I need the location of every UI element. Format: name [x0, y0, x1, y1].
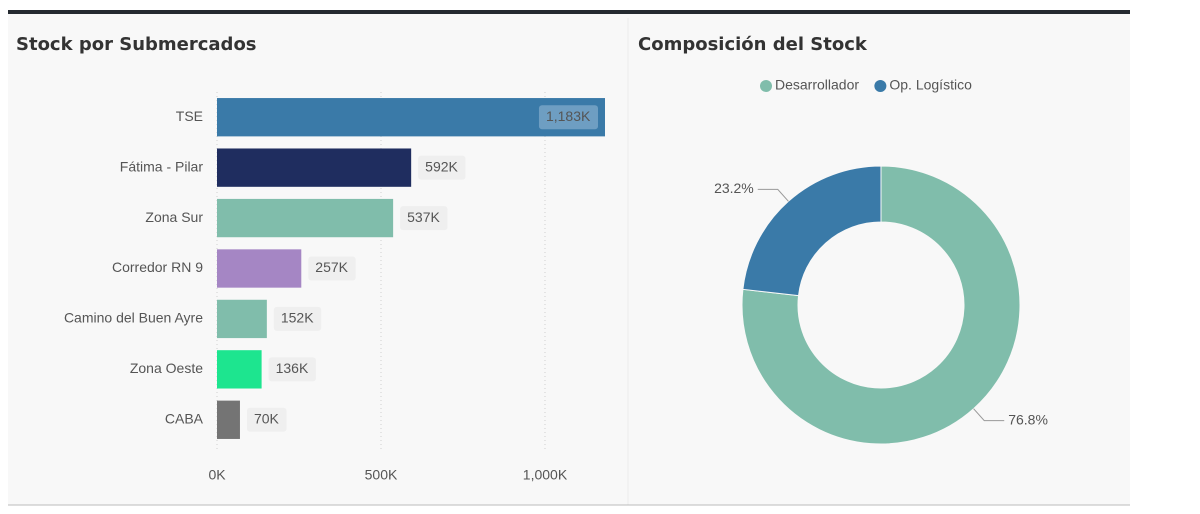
- bar: [217, 299, 267, 339]
- y-tick-label: TSE: [176, 108, 203, 124]
- y-tick-label: Zona Oeste: [130, 360, 203, 376]
- y-tick-label: Fátima - Pilar: [120, 158, 204, 174]
- value-label-box: [418, 155, 466, 180]
- y-tick-label: Corredor RN 9: [112, 259, 203, 275]
- value-label-box: [268, 357, 316, 382]
- donut-slice: [742, 165, 882, 297]
- x-tick-label: 500K: [365, 467, 398, 483]
- value-label-box: [538, 105, 598, 130]
- data-label: 76.8%: [1008, 411, 1048, 427]
- bar: [217, 198, 394, 238]
- legend-marker: [760, 80, 772, 92]
- value-label-box: [246, 407, 287, 432]
- y-tick-label: Zona Sur: [145, 209, 203, 225]
- value-label: 592K: [425, 158, 458, 174]
- donut-slice: [741, 165, 1021, 445]
- x-tick-label: 1,000K: [523, 467, 568, 483]
- x-tick-label: 0K: [208, 467, 226, 483]
- value-label: 537K: [407, 209, 440, 225]
- legend-label: Desarrollador: [775, 77, 859, 93]
- donut-chart-title: Composición del Stock: [638, 34, 868, 55]
- data-label: 23.2%: [714, 180, 754, 196]
- value-label: 257K: [315, 259, 348, 275]
- value-label: 70K: [254, 410, 280, 426]
- legend-label: Op. Logístico: [889, 77, 972, 93]
- bar: [217, 350, 262, 389]
- bar: [217, 249, 302, 288]
- value-label-box: [273, 306, 322, 331]
- legend-marker: [874, 80, 887, 92]
- value-label: 1,183K: [546, 108, 591, 124]
- value-label-box: [400, 206, 448, 231]
- leader-line: [973, 408, 1005, 422]
- bar: [217, 148, 412, 187]
- bar: [217, 400, 240, 439]
- y-tick-label: Camino del Buen Ayre: [64, 310, 203, 326]
- y-tick-label: CABA: [165, 410, 204, 426]
- value-label-box: [308, 256, 356, 281]
- value-label: 136K: [276, 360, 309, 376]
- top-border: [8, 10, 1130, 14]
- leader-line: [757, 188, 789, 202]
- bar-chart-title: Stock por Submercados: [16, 34, 257, 55]
- value-label: 152K: [281, 310, 314, 326]
